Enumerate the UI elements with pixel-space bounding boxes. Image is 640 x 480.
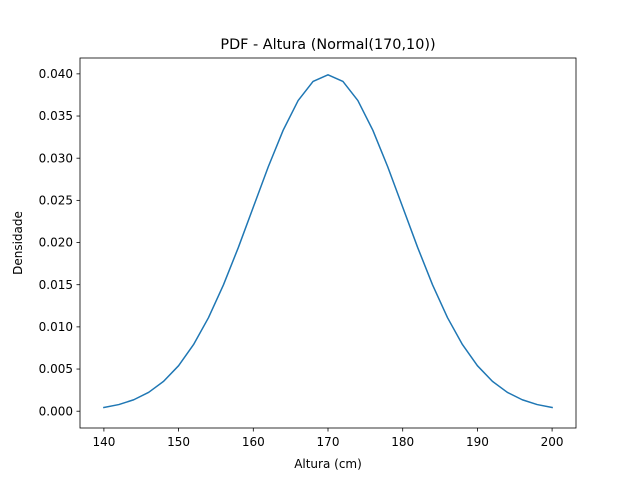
plot-area <box>103 74 553 409</box>
x-tick-label: 190 <box>466 435 489 449</box>
x-tick-label: 150 <box>167 435 190 449</box>
y-tick-label: 0.025 <box>39 194 73 208</box>
y-tick-label: 0.035 <box>39 109 73 123</box>
x-tick-label: 160 <box>242 435 265 449</box>
series-line-0 <box>103 74 553 409</box>
y-tick-label: 0.005 <box>39 362 73 376</box>
x-axis: 140 150 160 170 180 190 200 <box>92 428 564 449</box>
y-tick-label: 0.040 <box>39 67 73 81</box>
y-tick-label: 0.010 <box>39 320 73 334</box>
y-tick-label: 0.030 <box>39 151 73 165</box>
y-axis-label: Densidade <box>11 211 25 275</box>
y-tick-label: 0.000 <box>39 404 73 418</box>
y-axis: 0.000 0.005 0.010 0.015 0.020 0.025 0.030 0.035… <box>39 67 80 418</box>
y-tick-label: 0.020 <box>39 236 73 250</box>
x-tick-label: 200 <box>541 435 564 449</box>
chart-title: PDF - Altura (Normal(170,10)) <box>220 37 435 53</box>
x-tick-label: 140 <box>92 435 115 449</box>
x-tick-label: 180 <box>391 435 414 449</box>
y-tick-label: 0.015 <box>39 278 73 292</box>
x-axis-label: Altura (cm) <box>294 457 362 471</box>
x-tick-label: 170 <box>317 435 340 449</box>
